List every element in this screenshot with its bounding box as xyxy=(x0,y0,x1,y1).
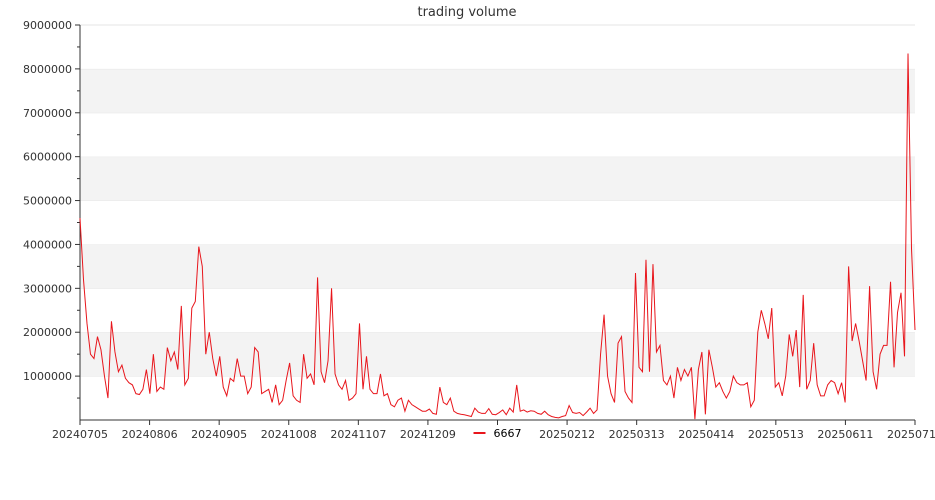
x-tick-label: 20240705 xyxy=(52,428,108,441)
y-tick-label: 8000000 xyxy=(23,63,72,76)
x-tick-label: 20250414 xyxy=(678,428,734,441)
grid-band xyxy=(80,25,915,69)
y-axis-ticks xyxy=(75,24,80,399)
y-tick-label: 2000000 xyxy=(23,326,72,339)
legend-background xyxy=(467,425,540,441)
x-tick-label: 20241107 xyxy=(330,428,386,441)
grid-band xyxy=(80,156,915,201)
chart-title: trading volume xyxy=(417,5,516,20)
y-tick-label: 9000000 xyxy=(23,19,72,32)
grid-band xyxy=(80,288,915,333)
grid-band xyxy=(80,332,915,377)
y-tick-label: 6000000 xyxy=(23,151,72,164)
grid-bands xyxy=(80,24,915,420)
y-tick-label: 3000000 xyxy=(23,282,72,295)
legend-label-6667: 6667 xyxy=(494,427,522,440)
x-tick-label: 20250313 xyxy=(609,428,665,441)
y-tick-label: 7000000 xyxy=(23,107,72,120)
x-tick-label: 20250212 xyxy=(539,428,595,441)
grid-band xyxy=(80,68,915,113)
x-tick-label: 20250611 xyxy=(817,428,873,441)
y-axis-tick-labels: 1000000 2000000 3000000 4000000 5000000 60000… xyxy=(23,19,72,383)
x-tick-label: 20250710 xyxy=(887,428,935,441)
x-axis-tick-labels: 20240705 20240806 20240905 20241008 20241107… xyxy=(52,428,935,441)
x-tick-label: 20240806 xyxy=(122,428,178,441)
grid-band xyxy=(80,200,915,245)
series-line-6667 xyxy=(79,53,916,420)
y-tick-label: 5000000 xyxy=(23,195,72,208)
x-tick-label: 20240905 xyxy=(191,428,247,441)
legend: 6667 xyxy=(467,425,540,441)
x-tick-label: 20241008 xyxy=(261,428,317,441)
grid-band xyxy=(80,112,915,157)
x-tick-label: 20241209 xyxy=(400,428,456,441)
grid-band xyxy=(80,376,915,420)
x-axis-ticks xyxy=(79,420,916,425)
grid-band xyxy=(80,244,915,289)
x-tick-label: 20250513 xyxy=(748,428,804,441)
y-tick-label: 1000000 xyxy=(23,370,72,383)
y-tick-label: 4000000 xyxy=(23,238,72,251)
